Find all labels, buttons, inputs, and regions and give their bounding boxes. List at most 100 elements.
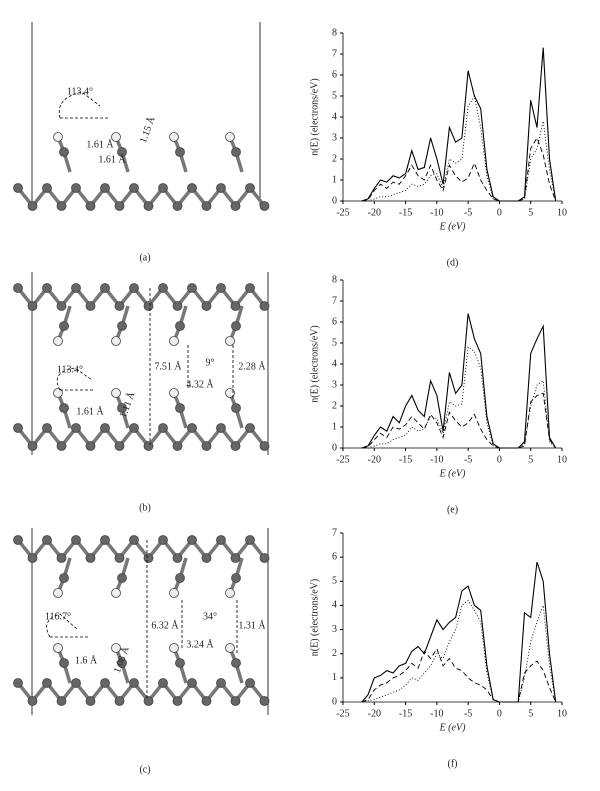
atom (56, 301, 67, 311)
atom (245, 283, 255, 293)
x-tick-label: -5 (464, 708, 472, 719)
hydrogen-atom (169, 336, 179, 346)
atom (114, 301, 125, 311)
atom (42, 183, 52, 193)
atom (129, 183, 139, 193)
atom (143, 553, 154, 563)
atom (117, 321, 127, 331)
y-tick-label: 5 (332, 576, 337, 587)
x-tick-label: -10 (430, 708, 443, 719)
atom (230, 696, 241, 706)
atom (59, 321, 69, 331)
atom (56, 201, 67, 211)
y-tick-label: 1 (332, 672, 337, 683)
atom (259, 441, 270, 451)
atom (129, 423, 139, 433)
atom (42, 423, 52, 433)
hydrogen-atom (53, 132, 63, 142)
y-tick-label: 4 (332, 358, 337, 369)
y-tick-label: 5 (332, 337, 337, 348)
atom (187, 283, 197, 293)
dos-line (361, 561, 557, 703)
measure-label: 6.32 Å (151, 619, 179, 631)
atom (187, 678, 197, 688)
hydrogen-atom (111, 132, 121, 142)
y-tick-label: 2 (332, 648, 337, 659)
dos-line (361, 647, 557, 703)
measure-label: 4.32 Å (186, 378, 214, 390)
atom (172, 553, 183, 563)
atom (230, 201, 241, 211)
atom (245, 535, 255, 545)
caption: (c) (139, 764, 150, 775)
atom (13, 678, 23, 688)
atom (216, 283, 226, 293)
x-tick-label: 0 (497, 454, 502, 465)
atom (114, 553, 125, 563)
x-tick-label: -20 (368, 454, 381, 465)
atom (158, 678, 168, 688)
x-tick-label: 5 (528, 454, 533, 465)
y-tick-label: 0 (332, 195, 337, 206)
atom (201, 301, 212, 311)
atom (42, 283, 52, 293)
atom (85, 696, 96, 706)
y-axis-label: n(E) (electrons/eV) (309, 78, 320, 155)
x-tick-label: -10 (430, 454, 443, 465)
y-tick-label: 5 (332, 90, 337, 101)
atom (175, 403, 185, 413)
atom (216, 535, 226, 545)
atom (259, 696, 270, 706)
x-tick-label: 10 (557, 454, 567, 465)
atom (56, 696, 67, 706)
y-tick-label: 0 (332, 696, 337, 707)
x-tick-label: -15 (399, 454, 412, 465)
atom (71, 183, 81, 193)
hydrogen-atom (53, 588, 63, 598)
hydrogen-atom (225, 588, 235, 598)
measure-label: 1.6 Å (75, 654, 98, 666)
atom (201, 441, 212, 451)
x-axis-label: E (eV) (439, 722, 466, 733)
atom (27, 553, 38, 563)
atom (56, 553, 67, 563)
x-axis-label: E (eV) (439, 221, 466, 232)
x-tick-label: 0 (497, 207, 502, 218)
dos-line (361, 346, 557, 449)
atom (158, 423, 168, 433)
y-tick-label: 1 (332, 174, 337, 185)
hydrogen-atom (169, 588, 179, 598)
y-tick-label: 0 (332, 442, 337, 453)
atom (27, 201, 38, 211)
y-tick-label: 2 (332, 400, 337, 411)
caption: (e) (447, 504, 458, 515)
x-axis-label: E (eV) (439, 468, 466, 479)
atom (42, 678, 52, 688)
dos-line (361, 47, 557, 202)
measure-label: 113.4° (57, 364, 83, 375)
x-tick-label: -20 (368, 708, 381, 719)
atom (13, 535, 23, 545)
atom (85, 441, 96, 451)
atom (259, 553, 270, 563)
atom (259, 201, 270, 211)
atom (100, 183, 110, 193)
x-tick-label: -25 (336, 207, 349, 218)
hydrogen-atom (169, 388, 179, 398)
dos-line (361, 392, 557, 449)
atom (71, 678, 81, 688)
x-tick-label: -25 (336, 708, 349, 719)
atom (231, 403, 241, 413)
hydrogen-atom (225, 643, 235, 653)
atom (117, 573, 127, 583)
atom (245, 423, 255, 433)
measure-label: 7.51 Å (154, 360, 182, 372)
atom (175, 658, 185, 668)
angle-arc (56, 367, 93, 391)
atom (158, 283, 168, 293)
atom (231, 147, 241, 157)
atom (172, 696, 183, 706)
atom (172, 201, 183, 211)
y-tick-label: 1 (332, 421, 337, 432)
